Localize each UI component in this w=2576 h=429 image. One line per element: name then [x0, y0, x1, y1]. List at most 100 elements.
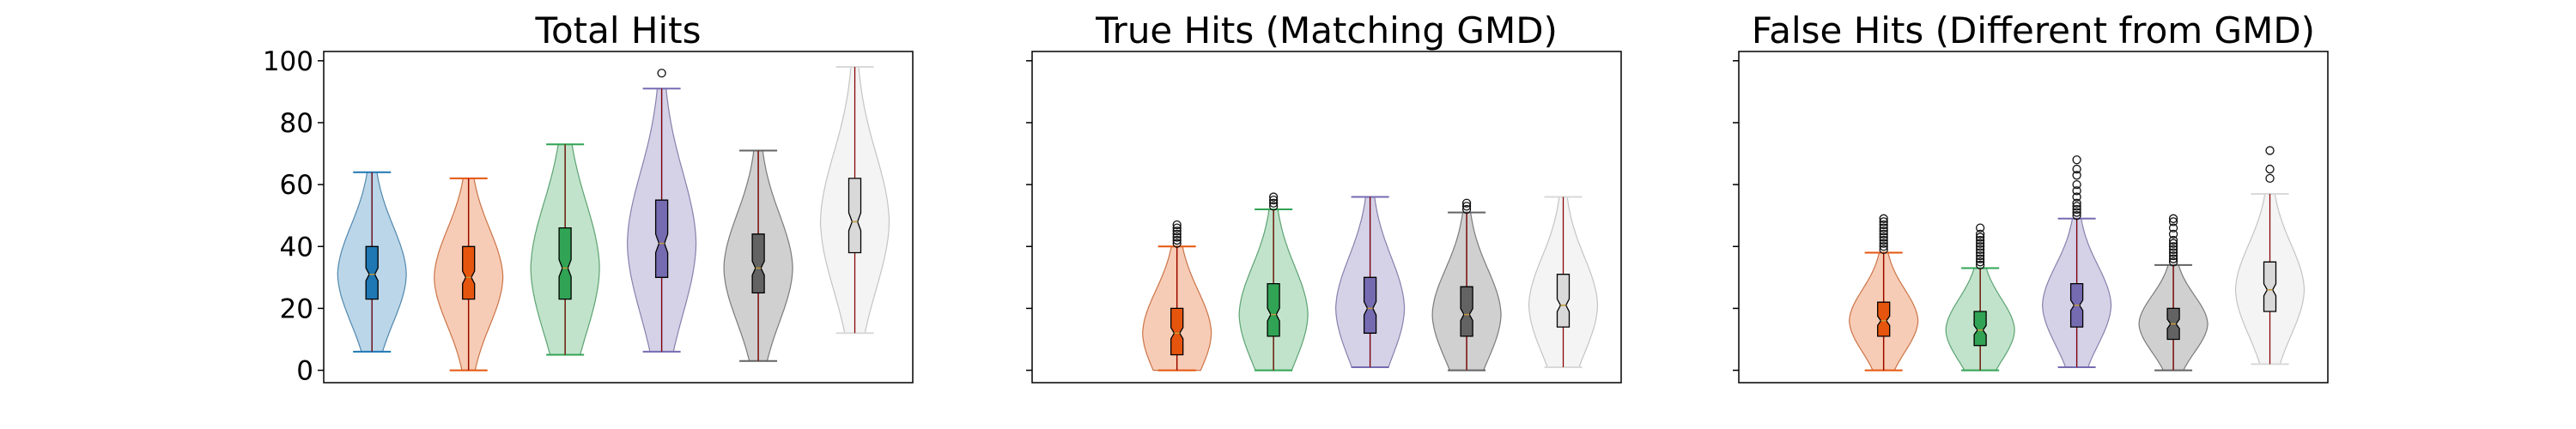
outlier-point [2265, 164, 2275, 174]
outlier-point [2072, 186, 2081, 196]
violin-group [1849, 214, 1919, 372]
outlier-point [1461, 204, 1472, 214]
box [1877, 301, 1891, 337]
violin-group [1142, 220, 1212, 372]
box [1460, 286, 1473, 337]
outlier-point [1268, 202, 1279, 211]
y-tick-label: 0 [296, 356, 313, 387]
box [2263, 261, 2277, 312]
outlier-point [1975, 260, 1985, 270]
box [654, 199, 669, 278]
outlier-point [2168, 251, 2178, 261]
violin-group [1334, 196, 1406, 368]
outlier-point [1461, 198, 1472, 208]
outlier-point [2265, 173, 2275, 184]
violin-group [723, 149, 793, 362]
outlier-point [1879, 233, 1888, 242]
outlier-point [1975, 242, 1985, 251]
outlier-point [1975, 257, 1985, 267]
outlier-point [2072, 202, 2081, 211]
box [462, 245, 476, 300]
outlier-point [1172, 235, 1182, 245]
outlier-point [2072, 198, 2081, 208]
outlier-point [2168, 254, 2178, 263]
violin-group [1431, 198, 1502, 372]
outlier-point [1268, 196, 1279, 205]
outlier-point [2072, 171, 2081, 180]
outlier-point [1975, 248, 1985, 257]
outlier-point [2072, 179, 2081, 190]
outlier-point [1879, 239, 1888, 248]
box [848, 178, 862, 254]
panel-title: False Hits (Different from GMD) [1752, 9, 2315, 51]
outlier-point [1172, 227, 1182, 236]
violin-group [1528, 196, 1599, 368]
outlier-point [2168, 229, 2178, 239]
box [751, 233, 765, 294]
outlier-point [1879, 245, 1888, 255]
outlier-point [2168, 235, 2178, 245]
violin-group [819, 66, 890, 335]
outlier-point [2072, 192, 2081, 202]
violin-group [1238, 192, 1309, 372]
outlier-point [1172, 229, 1182, 239]
outlier-point [1172, 239, 1182, 248]
box [1267, 282, 1280, 337]
outlier-point [2168, 239, 2178, 248]
outlier-point [1975, 254, 1985, 263]
plot-frame [1738, 51, 2329, 384]
outlier-point [2168, 242, 2178, 251]
outlier-point [2072, 204, 2081, 214]
outlier-point [1975, 235, 1985, 245]
violin-group [2234, 146, 2306, 366]
outlier-point [1975, 223, 1985, 233]
violin-group [1945, 223, 2015, 372]
panel-3: False Hits (Different from GMD) [1733, 9, 2329, 384]
outlier-point [1879, 229, 1888, 239]
violin-group [337, 171, 407, 353]
outlier-point [2168, 245, 2178, 255]
y-tick-label: 80 [280, 108, 313, 139]
outlier-point [1879, 227, 1888, 236]
outlier-point [2072, 164, 2081, 174]
plot-frame [1031, 51, 1622, 384]
panel-2: True Hits (Matching GMD) [1026, 9, 1622, 384]
outlier-point [2168, 248, 2178, 257]
outlier-point [1879, 242, 1888, 251]
panel-title: Total Hits [534, 9, 701, 51]
outlier-point [2072, 211, 2081, 221]
panel-title: True Hits (Matching GMD) [1095, 9, 1558, 51]
y-tick-label: 60 [280, 170, 313, 201]
outlier-point [1172, 223, 1182, 233]
violin-group [626, 69, 697, 353]
outlier-point [1975, 233, 1985, 242]
box [365, 245, 379, 300]
outlier-point [2072, 208, 2081, 217]
outlier-point [1879, 214, 1888, 223]
box [1170, 307, 1184, 356]
outlier-point [1879, 235, 1888, 245]
outlier-point [2265, 146, 2275, 155]
outlier-point [657, 69, 666, 78]
violin-group [2041, 155, 2112, 368]
outlier-point [1975, 251, 1985, 261]
outlier-point [1268, 198, 1279, 208]
outlier-point [1461, 202, 1472, 211]
outlier-point [1879, 223, 1888, 233]
outlier-point [2168, 217, 2178, 227]
panels: Total Hits 0 20 40 60 80 100 True Hits (Matchin… [263, 9, 2329, 387]
outlier-point [2168, 257, 2178, 267]
violin-group [530, 143, 600, 356]
outlier-point [1172, 233, 1182, 242]
box [558, 227, 572, 300]
violin-group [2138, 214, 2208, 372]
outlier-point [1172, 220, 1182, 230]
outlier-point [1975, 229, 1985, 239]
box [1363, 276, 1377, 334]
plot-frame [323, 51, 914, 384]
box [1556, 274, 1571, 328]
y-tick-label: 40 [280, 232, 313, 263]
outlier-point [2168, 214, 2178, 223]
outlier-point [1879, 220, 1888, 230]
